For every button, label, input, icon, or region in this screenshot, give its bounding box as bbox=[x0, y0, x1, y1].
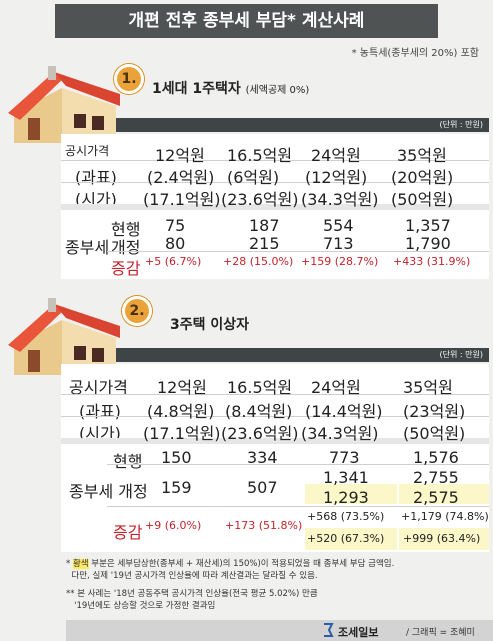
s1-col4-price: 35억원 bbox=[397, 146, 447, 165]
s1-col3-base: (12억원) bbox=[305, 168, 368, 187]
s2-col4-market: (50억원) bbox=[403, 424, 466, 443]
s2-col1-revised: 159 bbox=[161, 478, 192, 497]
s1-col3-revised: 713 bbox=[323, 234, 354, 253]
tax-label-2: 종부세 개정 bbox=[69, 482, 148, 501]
footnote-2: ** 본 사례는 '18년 공동주택 공시가격 인상율(전국 평균 5.02%)… bbox=[66, 589, 318, 611]
s2-col2-price: 16.5억원 bbox=[227, 378, 293, 397]
s2-col4-revised-alt: 2,575 bbox=[413, 488, 459, 507]
house-icon-2 bbox=[8, 298, 120, 375]
top-note: * 농특세(종부세의 20%) 포함 bbox=[351, 48, 479, 59]
change-label-2: 증감 bbox=[113, 523, 143, 542]
current-label: 현행 bbox=[111, 220, 141, 239]
s2-col3-revised: 1,341 bbox=[323, 468, 369, 487]
section1-title: 1세대 1주택자 (세액공제 0%) bbox=[152, 78, 309, 98]
row-label-price-2: 공시가격 bbox=[69, 378, 128, 397]
s1-col4-current: 1,357 bbox=[405, 216, 451, 235]
s2-col1-base: (4.8억원) bbox=[147, 402, 215, 421]
revised-label: 개정 bbox=[111, 238, 141, 257]
s2-col1-change: +9 (6.0%) bbox=[145, 519, 202, 532]
s1-col2-revised: 215 bbox=[249, 234, 280, 253]
s2-col4-price: 35억원 bbox=[403, 378, 453, 397]
s1-col2-price: 16.5억원 bbox=[227, 146, 293, 165]
tax-label: 종부세 bbox=[65, 238, 110, 257]
s2-col2-revised: 507 bbox=[247, 478, 278, 497]
row-label-price: 공시가격 bbox=[65, 144, 110, 158]
section2-badge: 2. bbox=[122, 296, 152, 330]
page-title: 개편 전후 종부세 부담* 계산사례 bbox=[55, 4, 438, 38]
s2-col4-base: (23억원) bbox=[403, 402, 466, 421]
s2-col3-price: 24억원 bbox=[311, 378, 361, 397]
s2-col1-current: 150 bbox=[161, 448, 192, 467]
change-label: 증감 bbox=[111, 259, 141, 278]
house-icon bbox=[8, 66, 120, 143]
s2-col3-change: +568 (73.5%) bbox=[307, 510, 385, 523]
section2-unit: (단위 : 만원) bbox=[116, 348, 489, 362]
footer-bar: 조세일보 / 그래픽 = 조혜미 bbox=[66, 620, 493, 641]
footnote-1: * 황색 부분은 세부담상한(종부세 + 재산세)의 150%)이 적용되었을 … bbox=[66, 559, 395, 581]
current-label-2: 현행 bbox=[113, 452, 143, 471]
s1-col1-base: (2.4억원) bbox=[147, 168, 215, 187]
s2-col4-revised: 2,755 bbox=[413, 468, 459, 487]
s1-col3-market: (34.3억원) bbox=[301, 190, 379, 209]
s2-col2-market: (23.6억원) bbox=[221, 424, 299, 443]
section1-badge: 1. bbox=[114, 64, 144, 98]
section1-title-text: 1세대 1주택자 bbox=[152, 81, 241, 97]
section1-unit: (단위 : 만원) bbox=[116, 118, 489, 132]
s1-col3-price: 24억원 bbox=[311, 146, 361, 165]
s2-col3-revised-alt: 1,293 bbox=[323, 488, 369, 507]
brand-name: 조세일보 bbox=[338, 626, 379, 639]
s1-col1-revised: 80 bbox=[165, 234, 186, 253]
section2-table: 공시가격 (과표) (시가) 현행 종부세 개정 증감 12억원 (4.8억원)… bbox=[61, 364, 489, 552]
row-label-base: (과표) bbox=[75, 168, 117, 187]
s1-col1-change: +5 (6.7%) bbox=[145, 255, 202, 268]
s1-col1-market: (17.1억원) bbox=[143, 190, 221, 209]
s2-col2-change: +173 (51.8%) bbox=[225, 519, 303, 532]
s1-col2-market: (23.6억원) bbox=[221, 190, 299, 209]
s2-col2-base: (8.4억원) bbox=[225, 402, 293, 421]
s1-col1-price: 12억원 bbox=[155, 146, 205, 165]
s2-col2-current: 334 bbox=[247, 448, 278, 467]
section1-subtitle: (세액공제 0%) bbox=[245, 85, 310, 96]
graphic-credit: / 그래픽 = 조혜미 bbox=[406, 628, 475, 638]
s2-col3-base: (14.4억원) bbox=[305, 402, 383, 421]
s1-col4-market: (50억원) bbox=[391, 190, 454, 209]
s2-col1-price: 12억원 bbox=[157, 378, 207, 397]
s1-col3-change: +159 (28.7%) bbox=[301, 255, 379, 268]
s2-col3-change-alt: +520 (67.3%) bbox=[307, 532, 385, 545]
row-label-base-2: (과표) bbox=[79, 402, 121, 421]
s1-col4-base: (20억원) bbox=[391, 168, 454, 187]
section1-table: 공시가격 (과표) (시가) 종부세 현행 개정 증감 12억원 (2.4억원)… bbox=[61, 134, 489, 279]
s1-col2-current: 187 bbox=[249, 216, 280, 235]
s2-col4-change-alt: +999 (63.4%) bbox=[403, 532, 481, 545]
s1-col1-current: 75 bbox=[165, 216, 186, 235]
brand-logo-icon bbox=[324, 623, 334, 637]
section2-title: 3주택 이상자 bbox=[170, 317, 250, 333]
s1-col2-base: (6억원) bbox=[227, 168, 280, 187]
s1-col2-change: +28 (15.0%) bbox=[223, 255, 294, 268]
s2-col3-current: 773 bbox=[329, 448, 360, 467]
s1-col3-current: 554 bbox=[323, 216, 354, 235]
s1-col4-change: +433 (31.9%) bbox=[393, 255, 471, 268]
s2-col4-current: 1,576 bbox=[413, 448, 459, 467]
s1-col4-revised: 1,790 bbox=[405, 234, 451, 253]
s2-col4-change: +1,179 (74.8%) bbox=[401, 510, 489, 523]
s2-col1-market: (17.1억원) bbox=[143, 424, 221, 443]
s2-col3-market: (34.3억원) bbox=[301, 424, 379, 443]
